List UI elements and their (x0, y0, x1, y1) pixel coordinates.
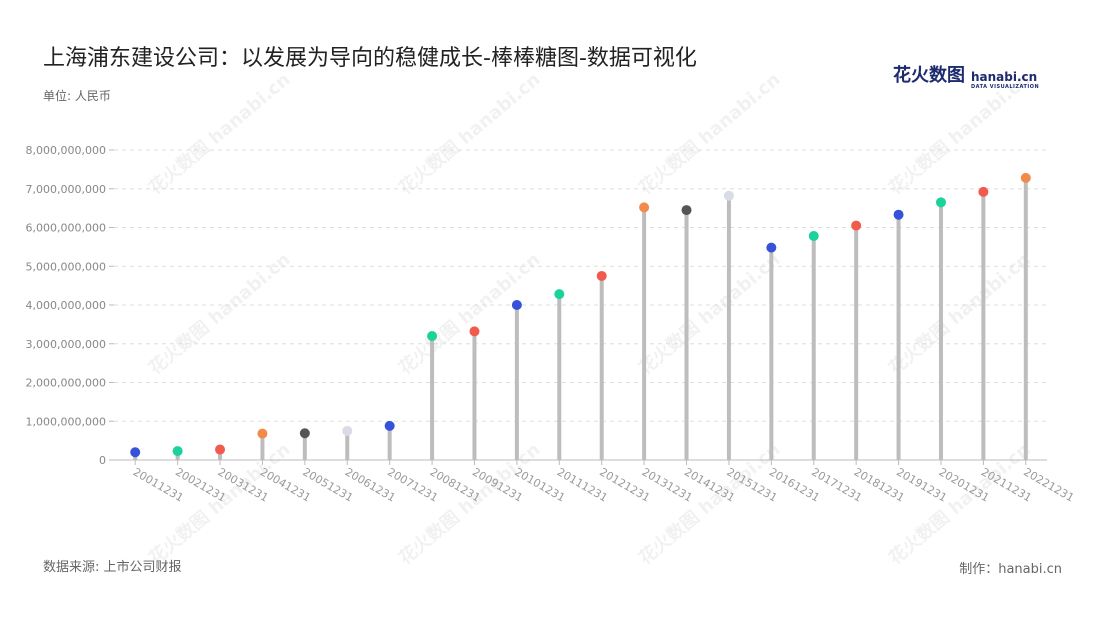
lollipop-dot (257, 428, 268, 439)
y-tick-label: 3,000,000,000 (26, 338, 106, 351)
lollipop-dot (384, 420, 395, 431)
lollipop-dot (935, 197, 946, 208)
lollipop-dot (215, 444, 226, 455)
lollipop-dot (130, 447, 141, 458)
logo-en-label: hanabi.cn (971, 70, 1038, 84)
lollipop-dot (554, 289, 565, 300)
lollipop-dot (978, 186, 989, 197)
unit-label: 单位: 人民币 (43, 89, 111, 103)
credit-label: 制作：hanabi.cn (959, 562, 1062, 577)
source-label: 数据来源: 上市公司财报 (43, 560, 182, 575)
lollipop-dot (172, 446, 183, 457)
y-tick-label: 0 (99, 454, 106, 467)
lollipop-dot (851, 220, 862, 231)
lollipop-dot (681, 205, 692, 216)
lollipop-dot (639, 202, 650, 213)
lollipop-dot (893, 209, 904, 220)
y-tick-label: 7,000,000,000 (26, 183, 106, 196)
lollipop-dot (766, 242, 777, 253)
lollipop-dot (342, 425, 353, 436)
y-tick-label: 4,000,000,000 (26, 299, 106, 312)
lollipop-dot (596, 270, 607, 281)
chart-title: 上海浦东建设公司：以发展为导向的稳健成长-棒棒糖图-数据可视化 (43, 46, 697, 71)
y-tick-label: 1,000,000,000 (26, 415, 106, 428)
logo-cn-text: 花火数图 (893, 65, 965, 86)
lollipop-dot (469, 326, 480, 337)
y-tick-label: 6,000,000,000 (26, 222, 106, 235)
logo-sub-text: DATA VISUALIZATION (971, 84, 1040, 90)
lollipop-dot (427, 331, 438, 341)
logo-en-text: hanabi.cn DATA VISUALIZATION (971, 70, 1039, 90)
lollipop-dot (299, 428, 310, 439)
brand-logo: 花火数图 hanabi.cn DATA VISUALIZATION (893, 61, 1039, 90)
y-tick-label: 2,000,000,000 (26, 377, 106, 390)
lollipop-dot (723, 190, 734, 201)
lollipop-dot (808, 231, 819, 242)
y-tick-label: 8,000,000,000 (26, 144, 106, 157)
lollipop-dot (511, 300, 522, 310)
lollipop-dot (1020, 172, 1031, 183)
y-tick-label: 5,000,000,000 (26, 260, 106, 273)
